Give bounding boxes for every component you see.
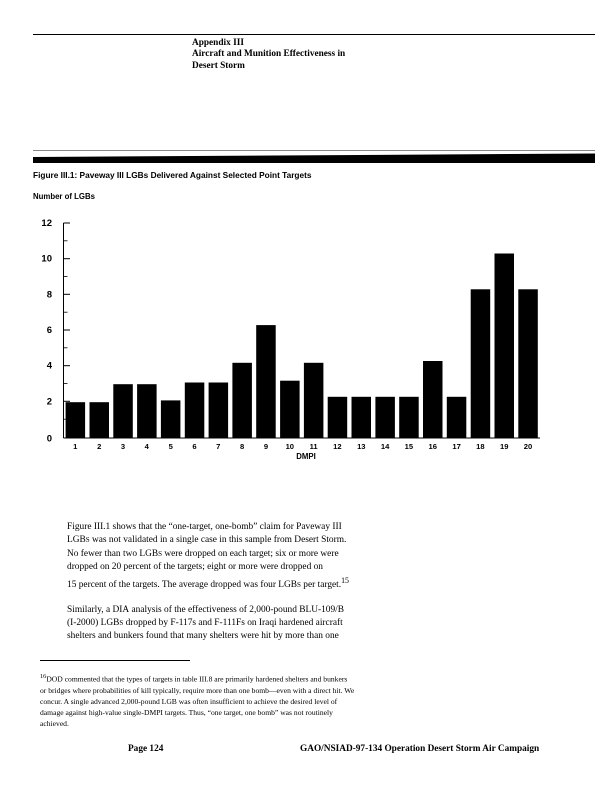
svg-text:9: 9 (264, 442, 268, 451)
svg-text:1: 1 (73, 442, 78, 451)
svg-text:19: 19 (500, 442, 508, 451)
svg-text:13: 13 (357, 442, 365, 451)
svg-text:12: 12 (41, 218, 52, 229)
svg-text:3: 3 (121, 442, 125, 451)
svg-text:8: 8 (47, 289, 52, 300)
svg-text:12: 12 (333, 442, 341, 451)
svg-text:4: 4 (145, 442, 150, 451)
svg-text:6: 6 (47, 325, 52, 336)
svg-text:16: 16 (428, 442, 436, 451)
svg-text:20: 20 (524, 442, 532, 451)
svg-text:17: 17 (452, 442, 460, 451)
svg-text:6: 6 (192, 442, 196, 451)
svg-text:8: 8 (240, 442, 244, 451)
svg-text:4: 4 (47, 361, 53, 372)
svg-text:15: 15 (405, 442, 414, 451)
svg-text:7: 7 (216, 442, 220, 451)
svg-text:10: 10 (286, 442, 294, 451)
svg-text:18: 18 (476, 442, 484, 451)
svg-text:14: 14 (381, 442, 390, 451)
svg-text:10: 10 (41, 254, 52, 265)
svg-text:5: 5 (169, 442, 174, 451)
svg-text:2: 2 (97, 442, 101, 451)
svg-text:2: 2 (47, 396, 52, 407)
svg-text:0: 0 (47, 434, 52, 445)
svg-text:11: 11 (310, 442, 319, 451)
